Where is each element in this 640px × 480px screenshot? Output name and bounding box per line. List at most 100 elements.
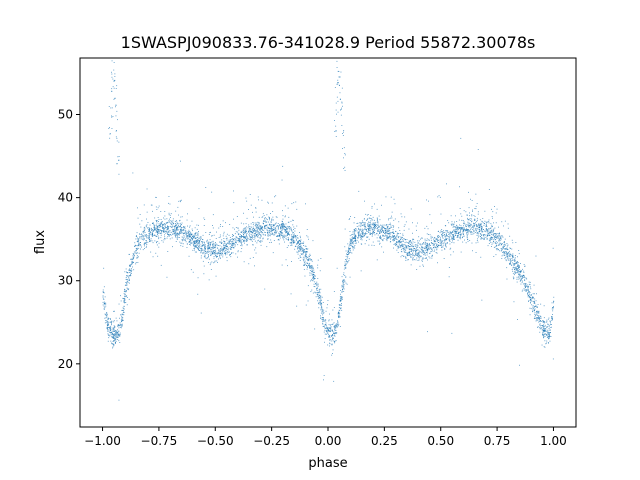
data-point (408, 228, 410, 230)
data-point (532, 310, 533, 312)
data-point (325, 310, 327, 312)
data-point (440, 239, 442, 241)
data-point (194, 249, 195, 251)
data-point (464, 229, 466, 231)
data-point (473, 215, 475, 216)
data-point (499, 239, 500, 241)
data-point (511, 269, 513, 270)
data-point (382, 230, 384, 231)
data-point (278, 235, 280, 237)
data-point (501, 243, 503, 245)
data-point (357, 231, 359, 233)
data-point (198, 231, 199, 232)
data-point (516, 278, 518, 280)
data-point (122, 307, 124, 309)
data-point (257, 231, 258, 233)
data-point (443, 240, 445, 241)
data-point (440, 245, 441, 246)
data-point (136, 235, 137, 237)
data-point (549, 330, 551, 331)
data-point (144, 235, 146, 237)
data-point (403, 249, 405, 251)
data-point (349, 250, 351, 252)
data-point (229, 243, 231, 245)
data-point (338, 309, 340, 311)
data-point (493, 241, 494, 242)
data-point (463, 227, 465, 229)
data-point (425, 258, 427, 259)
data-point (363, 224, 365, 226)
data-point (200, 246, 202, 247)
data-point (227, 251, 229, 253)
data-point (383, 238, 385, 239)
data-point (176, 221, 178, 223)
data-point (179, 229, 181, 230)
data-point (146, 236, 148, 238)
data-point (412, 252, 414, 254)
data-point (290, 293, 292, 295)
data-point (215, 275, 217, 277)
data-point (522, 283, 524, 285)
data-point (230, 253, 231, 255)
data-point (334, 342, 336, 344)
data-point (241, 248, 243, 249)
data-point (180, 229, 181, 231)
data-point (217, 256, 218, 257)
data-point (537, 317, 539, 319)
data-point (404, 242, 406, 244)
data-point (297, 248, 299, 250)
data-point (482, 237, 484, 239)
data-point (506, 243, 508, 244)
data-point (157, 228, 158, 230)
data-point (252, 232, 253, 233)
data-point (427, 245, 429, 247)
data-point (387, 224, 389, 226)
data-point (296, 235, 298, 236)
data-point (435, 246, 437, 248)
data-point (548, 325, 550, 327)
data-point (385, 231, 387, 233)
data-point (111, 332, 113, 334)
data-point (480, 222, 482, 224)
data-point (530, 288, 532, 290)
data-point (133, 256, 135, 258)
data-point (223, 231, 225, 233)
data-point (197, 234, 199, 236)
data-point (189, 235, 191, 237)
data-point (377, 231, 379, 232)
data-point (433, 238, 435, 240)
data-point (121, 309, 123, 311)
data-point (105, 305, 107, 307)
data-point (267, 234, 269, 235)
data-point (531, 304, 533, 306)
data-point (380, 238, 382, 239)
data-point (513, 263, 515, 264)
data-point (493, 236, 495, 238)
data-point (116, 334, 118, 336)
data-point (207, 257, 209, 258)
data-point (332, 335, 334, 337)
data-point (530, 300, 532, 302)
data-point (146, 241, 148, 243)
data-point (175, 225, 177, 226)
data-point (263, 220, 264, 222)
data-point (181, 230, 183, 231)
data-point (383, 232, 384, 233)
data-point (197, 277, 199, 279)
data-point (362, 236, 363, 238)
data-point (446, 238, 447, 240)
data-point (220, 241, 222, 243)
data-point (110, 329, 111, 331)
data-point (145, 241, 147, 243)
data-point (453, 229, 455, 231)
data-point (180, 228, 182, 230)
data-point (102, 296, 104, 298)
data-point (521, 278, 523, 280)
data-point (387, 230, 389, 232)
data-point (120, 295, 121, 297)
data-point (176, 235, 178, 237)
data-point (212, 227, 214, 229)
data-point (440, 231, 442, 233)
data-point (317, 291, 319, 293)
data-point (348, 249, 350, 250)
